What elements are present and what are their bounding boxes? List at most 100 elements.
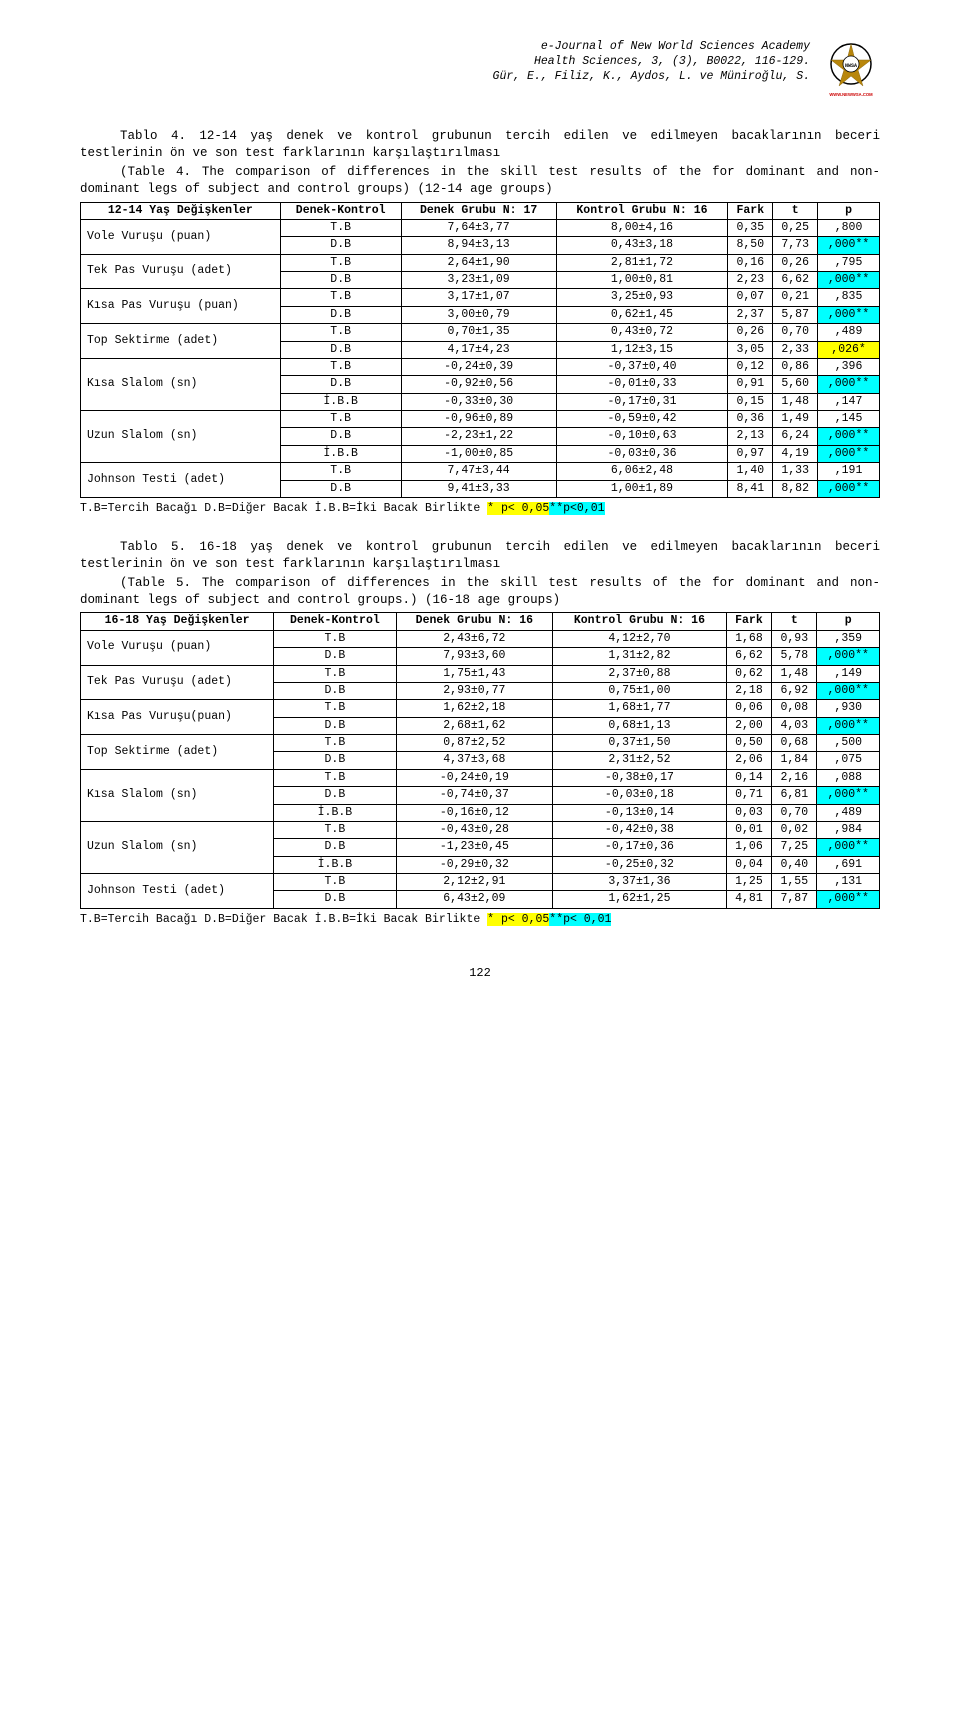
variable-cell: Tek Pas Vuruşu (adet) [81,254,281,289]
variable-cell: Kısa Slalom (sn) [81,358,281,410]
variable-cell: Kısa Pas Vuruşu(puan) [81,700,274,735]
table4-title-tr: Tablo 4. 12-14 yaş denek ve kontrol grub… [80,128,880,162]
data-cell: 6,92 [772,682,817,699]
journal-logo: NWSA WWW.NEWWSA.COM [822,40,880,98]
table-row: Uzun Slalom (sn)T.B-0,96±0,89-0,59±0,420… [81,411,880,428]
table4-title-en: (Table 4. The comparison of differences … [80,164,880,198]
data-cell: 6,62 [726,648,771,665]
logo-url: WWW.NEWWSA.COM [829,92,873,97]
th-dg: Denek Grubu N: 17 [401,202,556,219]
data-cell: T.B [274,769,396,786]
p-value-cell: ,800 [818,219,880,236]
data-cell: 1,49 [773,411,818,428]
th-var: 12-14 Yaş Değişkenler [81,202,281,219]
p-value-cell: ,359 [817,630,880,647]
data-cell: 0,01 [726,821,771,838]
th-kg: Kontrol Grubu N: 16 [553,613,727,630]
data-cell: T.B [280,254,401,271]
data-cell: -0,13±0,14 [553,804,727,821]
data-cell: 4,12±2,70 [553,630,727,647]
p-value-cell: ,835 [818,289,880,306]
table-row: Vole Vuruşu (puan)T.B7,64±3,778,00±4,160… [81,219,880,236]
data-cell: 2,68±1,62 [396,717,553,734]
data-cell: 0,91 [728,376,773,393]
data-cell: 2,37 [728,306,773,323]
data-cell: 3,00±0,79 [401,306,556,323]
data-cell: 2,93±0,77 [396,682,553,699]
data-cell: -0,03±0,18 [553,787,727,804]
data-cell: 5,87 [773,306,818,323]
data-cell: -0,96±0,89 [401,411,556,428]
data-cell: D.B [280,480,401,497]
data-cell: 0,08 [772,700,817,717]
data-cell: 1,00±0,81 [556,272,728,289]
data-cell: 0,26 [773,254,818,271]
data-cell: 2,23 [728,272,773,289]
data-cell: -0,59±0,42 [556,411,728,428]
data-cell: 1,48 [772,665,817,682]
data-cell: 0,97 [728,445,773,462]
header-text: e-Journal of New World Sciences Academy … [493,40,810,85]
data-cell: -0,74±0,37 [396,787,553,804]
data-cell: -0,29±0,32 [396,856,553,873]
data-cell: 2,00 [726,717,771,734]
data-cell: 2,64±1,90 [401,254,556,271]
data-cell: 0,62±1,45 [556,306,728,323]
data-cell: 1,68±1,77 [553,700,727,717]
data-cell: D.B [274,648,396,665]
data-cell: -0,03±0,36 [556,445,728,462]
page-header: e-Journal of New World Sciences Academy … [80,40,880,98]
data-cell: -0,33±0,30 [401,393,556,410]
data-cell: 8,00±4,16 [556,219,728,236]
data-cell: 1,12±3,15 [556,341,728,358]
p-value-cell: ,000** [817,839,880,856]
p-value-cell: ,691 [817,856,880,873]
data-cell: 1,62±2,18 [396,700,553,717]
table4-header-row: 12-14 Yaş Değişkenler Denek-Kontrol Dene… [81,202,880,219]
table5-header-row: 16-18 Yaş Değişkenler Denek-Kontrol Dene… [81,613,880,630]
footnote-hl1: * p< 0,05 [487,913,549,926]
data-cell: D.B [280,272,401,289]
data-cell: 0,50 [726,735,771,752]
data-cell: D.B [274,682,396,699]
table-row: Kısa Slalom (sn)T.B-0,24±0,39-0,37±0,400… [81,358,880,375]
svg-text:NWSA: NWSA [845,63,857,69]
data-cell: 0,26 [728,324,773,341]
data-cell: İ.B.B [274,856,396,873]
p-value-cell: ,000** [818,272,880,289]
data-cell: 2,06 [726,752,771,769]
data-cell: 0,70 [772,804,817,821]
footnote-hl2: **p< 0,01 [549,913,611,926]
th-t: t [773,202,818,219]
p-value-cell: ,489 [818,324,880,341]
p-value-cell: ,930 [817,700,880,717]
variable-cell: Kısa Slalom (sn) [81,769,274,821]
variable-cell: Vole Vuruşu (puan) [81,219,281,254]
footnote-hl2: **p<0,01 [549,502,604,515]
data-cell: T.B [274,821,396,838]
data-cell: 7,47±3,44 [401,463,556,480]
p-value-cell: ,131 [817,874,880,891]
data-cell: 0,16 [728,254,773,271]
data-cell: D.B [274,787,396,804]
data-cell: 2,13 [728,428,773,445]
data-cell: 1,06 [726,839,771,856]
p-value-cell: ,000** [817,717,880,734]
data-cell: 0,62 [726,665,771,682]
data-cell: -0,10±0,63 [556,428,728,445]
header-line-3: Gür, E., Filiz, K., Aydos, L. ve Müniroğ… [493,70,810,85]
data-cell: 0,71 [726,787,771,804]
variable-cell: Johnson Testi (adet) [81,463,281,498]
data-cell: D.B [274,717,396,734]
table-row: Top Sektirme (adet)T.B0,87±2,520,37±1,50… [81,735,880,752]
data-cell: 0,36 [728,411,773,428]
data-cell: 4,19 [773,445,818,462]
data-cell: 6,24 [773,428,818,445]
data-cell: 2,12±2,91 [396,874,553,891]
footnote-plain: T.B=Tercih Bacağı D.B=Diğer Bacak İ.B.B=… [80,502,480,515]
table-row: Kısa Pas Vuruşu (puan)T.B3,17±1,073,25±0… [81,289,880,306]
data-cell: T.B [280,411,401,428]
p-value-cell: ,000** [817,891,880,908]
data-cell: 4,81 [726,891,771,908]
data-cell: 0,37±1,50 [553,735,727,752]
